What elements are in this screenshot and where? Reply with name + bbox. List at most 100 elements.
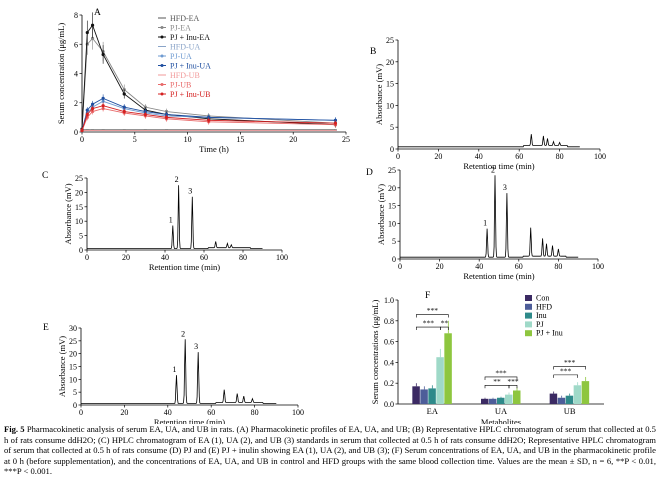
bar-ea-pj-inu — [444, 333, 452, 404]
data-point — [122, 92, 126, 96]
y-axis-title: Absorbance (mV) — [63, 183, 73, 244]
x-tick-label: 20 — [289, 135, 297, 144]
x-tick-label: 40 — [161, 253, 169, 262]
chromatogram-trace — [87, 185, 263, 250]
y-tick-label: 1.0 — [384, 296, 394, 305]
y-tick-label: 20 — [69, 350, 77, 359]
y-tick-label: 15 — [75, 203, 83, 212]
caption-label: Fig. 5 — [4, 424, 25, 434]
y-tick-label: 0 — [79, 246, 83, 255]
panel-letter: D — [366, 168, 373, 178]
y-tick-label: 0.2 — [384, 379, 394, 388]
legend-label: Con — [536, 294, 549, 303]
y-tick-label: 20 — [386, 58, 394, 67]
legend-marker — [160, 64, 164, 67]
y-tick-label: 0 — [74, 128, 78, 137]
data-point — [90, 107, 95, 111]
data-point — [207, 118, 211, 122]
x-tick-label: 20 — [122, 253, 130, 262]
legend-label: PJ — [536, 320, 544, 329]
bar-ub-pj-inu — [581, 381, 590, 404]
bar-ua-pj — [505, 394, 513, 404]
peak-label: 2 — [181, 329, 185, 338]
y-axis-title: Absorbance (mV) — [376, 184, 386, 245]
x-tick-label: 40 — [164, 408, 172, 417]
x-tick-label: 100 — [592, 262, 604, 271]
y-axis-title: Absorbance (mV) — [57, 336, 67, 397]
significance-label: ** — [493, 377, 501, 386]
legend-label: PJ-UB — [170, 81, 191, 90]
panel-e-chromatogram: 0 20 40 60 80 100 0 5 10 15 20 25 30 Retention time (… — [43, 323, 304, 424]
legend-swatch — [525, 295, 532, 301]
y-tick-label: 4 — [74, 70, 78, 79]
x-tick-label: 20 — [120, 408, 128, 417]
x-tick-label: 0 — [398, 262, 402, 271]
x-tick-label: 20 — [436, 262, 444, 271]
y-tick-label: 0 — [392, 255, 396, 264]
x-tick-label: 80 — [239, 253, 247, 262]
x-tick-label: 100 — [276, 253, 288, 262]
x-tick-label: 60 — [207, 408, 215, 417]
bar-ua-con — [481, 398, 489, 404]
data-point — [85, 30, 89, 35]
peak-label: 3 — [188, 187, 192, 196]
y-tick-label: 15 — [69, 363, 77, 372]
legend-swatch — [525, 303, 532, 310]
x-tick-label: 40 — [475, 152, 483, 161]
x-tick-label: 60 — [515, 262, 523, 271]
x-axis-title: Retention time (min) — [149, 262, 220, 272]
significance-label: *** — [495, 368, 507, 377]
x-axis-title: Retention time (min) — [463, 161, 534, 171]
bar-ub-pj — [573, 385, 582, 404]
x-tick-label: UA — [495, 406, 508, 416]
y-tick-label: 25 — [69, 337, 77, 346]
y-tick-label: 30 — [69, 324, 77, 333]
legend-label: PJ-UA — [170, 52, 192, 61]
legend-marker — [160, 35, 164, 39]
data-point — [164, 115, 169, 119]
bar-ub-hfd — [557, 397, 566, 404]
panel-f-bar-chart: 0.0 0.2 0.4 0.6 0.8 1.0 Serum concentrations (… — [370, 291, 604, 424]
bar-ea-pj — [436, 357, 444, 404]
legend-label: HFD-EA — [170, 14, 200, 23]
y-axis-title: Absorbance (mV) — [374, 64, 384, 125]
legend-label: HFD-UB — [170, 71, 200, 80]
bar-ua-inu — [497, 397, 505, 404]
y-tick-label: 2 — [74, 99, 78, 108]
data-point — [122, 105, 126, 109]
y-tick-label: 0.8 — [384, 317, 394, 326]
significance-label: ** — [441, 319, 449, 328]
y-tick-label: 15 — [388, 202, 396, 211]
significance-label: *** — [564, 358, 576, 367]
legend-label: PJ-EA — [170, 24, 191, 33]
y-tick-label: 25 — [388, 166, 396, 175]
data-point — [90, 36, 95, 41]
y-tick-label: 0.0 — [384, 400, 394, 409]
y-tick-label: 5 — [79, 232, 83, 241]
significance-bracket — [553, 374, 578, 378]
x-axis-title: Retention time (min) — [154, 417, 225, 424]
x-tick-label: 20 — [434, 152, 442, 161]
y-tick-label: 6 — [74, 40, 78, 49]
y-tick-label: 10 — [69, 375, 77, 384]
y-axis-title: Serum concentration (μg/mL) — [56, 23, 66, 125]
legend-label: PJ + Inu-EA — [170, 33, 210, 42]
peak-label: 2 — [491, 165, 495, 174]
x-tick-label: 5 — [133, 135, 137, 144]
panel-c-chromatogram: 0 20 40 60 80 100 0 5 10 15 20 25 Retention time (mi… — [42, 171, 288, 272]
bar-ea-hfd — [420, 389, 428, 404]
data-point — [333, 121, 338, 125]
peak-label: 1 — [169, 216, 173, 225]
chromatogram-trace — [398, 134, 580, 148]
panel-letter: C — [42, 171, 48, 181]
y-tick-label: 10 — [75, 217, 83, 226]
panel-a-pharmacokinetic-chart: 0 5 10 15 20 25 0 2 4 6 8 Time (h) Serum concentrati… — [56, 8, 350, 154]
legend-marker — [160, 54, 164, 58]
y-tick-label: 10 — [386, 101, 394, 110]
significance-label: *** — [507, 377, 519, 386]
y-tick-label: 5 — [73, 388, 77, 397]
data-point — [143, 112, 147, 117]
x-tick-label: 80 — [554, 262, 562, 271]
legend-label: PJ + Inu-UA — [170, 62, 211, 71]
